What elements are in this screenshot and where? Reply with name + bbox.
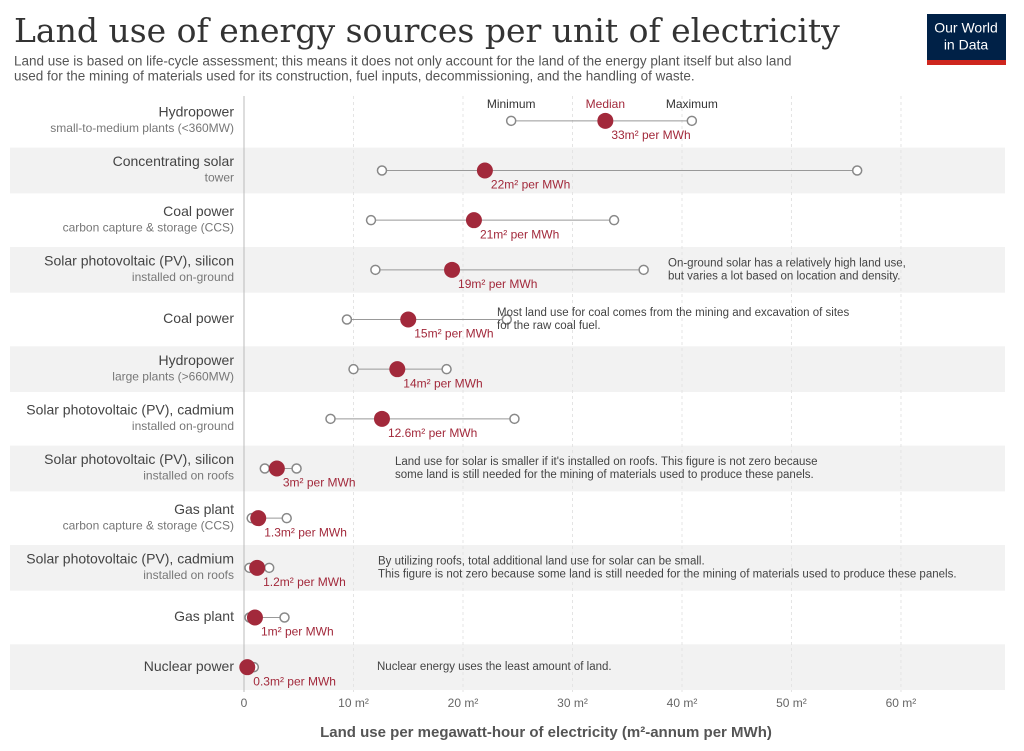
x-tick-label: 60 m² — [886, 696, 917, 710]
value-label: 22m² per MWh — [491, 178, 570, 192]
median-dot — [239, 659, 256, 676]
category-label: Solar photovoltaic (PV), silicon — [44, 253, 234, 269]
legend-label: Minimum — [487, 97, 536, 111]
annotation: Most land use for coal comes from the mi… — [497, 307, 849, 319]
value-label: 12.6m² per MWh — [388, 426, 477, 440]
annotation: On-ground solar has a relatively high la… — [668, 257, 906, 269]
annotation: Land use for solar is smaller if it's in… — [395, 456, 818, 468]
value-label: 1.2m² per MWh — [263, 575, 346, 589]
annotation: for the raw coal fuel. — [497, 320, 601, 332]
legend-label: Maximum — [666, 97, 718, 111]
value-label: 0.3m² per MWh — [253, 674, 336, 688]
legend-label: Median — [586, 97, 625, 111]
x-tick-label: 10 m² — [338, 696, 369, 710]
max-dot — [263, 562, 275, 574]
median-dot — [246, 609, 263, 626]
min-dot — [370, 264, 381, 276]
category-detail: carbon capture & storage (CCS) — [63, 220, 234, 234]
category-label: Solar photovoltaic (PV), cadmium — [26, 402, 234, 418]
category-detail: tower — [205, 171, 234, 185]
max-dot — [851, 165, 863, 176]
category-label: Gas plant — [174, 608, 234, 624]
logo-text: Our World — [934, 20, 998, 36]
median-dot — [389, 361, 406, 378]
value-label: 19m² per MWh — [458, 277, 537, 291]
median-dot — [597, 112, 614, 129]
category-label: Hydropower — [159, 352, 235, 368]
max-dot — [291, 463, 302, 474]
row-band — [10, 644, 1005, 690]
median-dot — [250, 510, 267, 527]
category-detail: installed on-ground — [132, 270, 234, 284]
row-band — [10, 445, 1005, 492]
category-detail: installed on roofs — [143, 568, 234, 582]
subtitle: Land use is based on life-cycle assessme… — [14, 54, 791, 69]
min-dot — [348, 363, 359, 375]
median-dot — [373, 410, 390, 427]
row-band — [10, 545, 1005, 591]
x-tick-label: 30 m² — [557, 696, 588, 710]
min-dot — [505, 115, 517, 127]
row-band — [10, 346, 1005, 392]
max-dot — [279, 612, 290, 623]
value-label: 1m² per MWh — [261, 625, 334, 639]
category-label: Gas plant — [174, 501, 234, 517]
annotation: but varies a lot based on location and d… — [668, 270, 901, 282]
category-label: Coal power — [163, 203, 234, 219]
median-dot — [465, 212, 482, 229]
x-axis-label: Land use per megawatt-hour of electricit… — [320, 724, 772, 741]
category-label: Coal power — [163, 310, 234, 326]
max-dot — [638, 264, 649, 276]
max-dot — [686, 115, 698, 127]
annotation: By utilizing roofs, total additional lan… — [378, 555, 705, 567]
value-label: 3m² per MWh — [283, 476, 356, 490]
x-tick-label: 50 m² — [776, 696, 807, 710]
value-label: 1.3m² per MWh — [264, 525, 347, 539]
x-tick-label: 40 m² — [667, 696, 698, 710]
median-dot — [249, 559, 266, 576]
min-dot — [341, 314, 353, 325]
category-label: Hydropower — [159, 104, 235, 120]
category-label: Concentrating solar — [113, 153, 235, 169]
median-dot — [268, 460, 285, 477]
category-detail: small-to-medium plants (<360MW) — [50, 121, 234, 135]
min-dot — [365, 214, 377, 226]
subtitle: used for the mining of materials used fo… — [14, 69, 695, 84]
annotation: Nuclear energy uses the least amount of … — [377, 661, 612, 673]
median-dot — [476, 162, 493, 179]
x-tick-label: 0 — [241, 696, 248, 710]
min-dot — [376, 165, 388, 176]
logo-box — [927, 14, 1006, 60]
chart-title: Land use of energy sources per unit of e… — [14, 11, 840, 50]
max-dot — [441, 363, 452, 375]
max-dot — [608, 214, 620, 226]
annotation: This figure is not zero because some lan… — [378, 568, 957, 580]
min-dot — [325, 413, 336, 425]
logo-bar — [927, 60, 1006, 65]
max-dot — [509, 413, 520, 425]
category-detail: carbon capture & storage (CCS) — [63, 518, 234, 532]
annotation: some land is still needed for the mining… — [395, 469, 814, 481]
x-tick-label: 20 m² — [448, 696, 479, 710]
category-label: Solar photovoltaic (PV), cadmium — [26, 551, 234, 567]
max-dot — [501, 314, 513, 325]
value-label: 21m² per MWh — [480, 227, 559, 241]
min-dot — [259, 463, 271, 474]
category-label: Solar photovoltaic (PV), silicon — [44, 451, 234, 467]
max-dot — [281, 512, 292, 524]
value-label: 33m² per MWh — [611, 128, 690, 142]
category-detail: large plants (>660MW) — [112, 369, 234, 383]
logo-text: in Data — [944, 37, 989, 53]
median-dot — [400, 311, 417, 328]
category-detail: installed on-ground — [132, 419, 234, 433]
category-label: Nuclear power — [144, 658, 235, 674]
value-label: 15m² per MWh — [414, 327, 493, 341]
value-label: 14m² per MWh — [403, 376, 482, 390]
category-detail: installed on roofs — [143, 469, 234, 483]
median-dot — [444, 261, 461, 278]
